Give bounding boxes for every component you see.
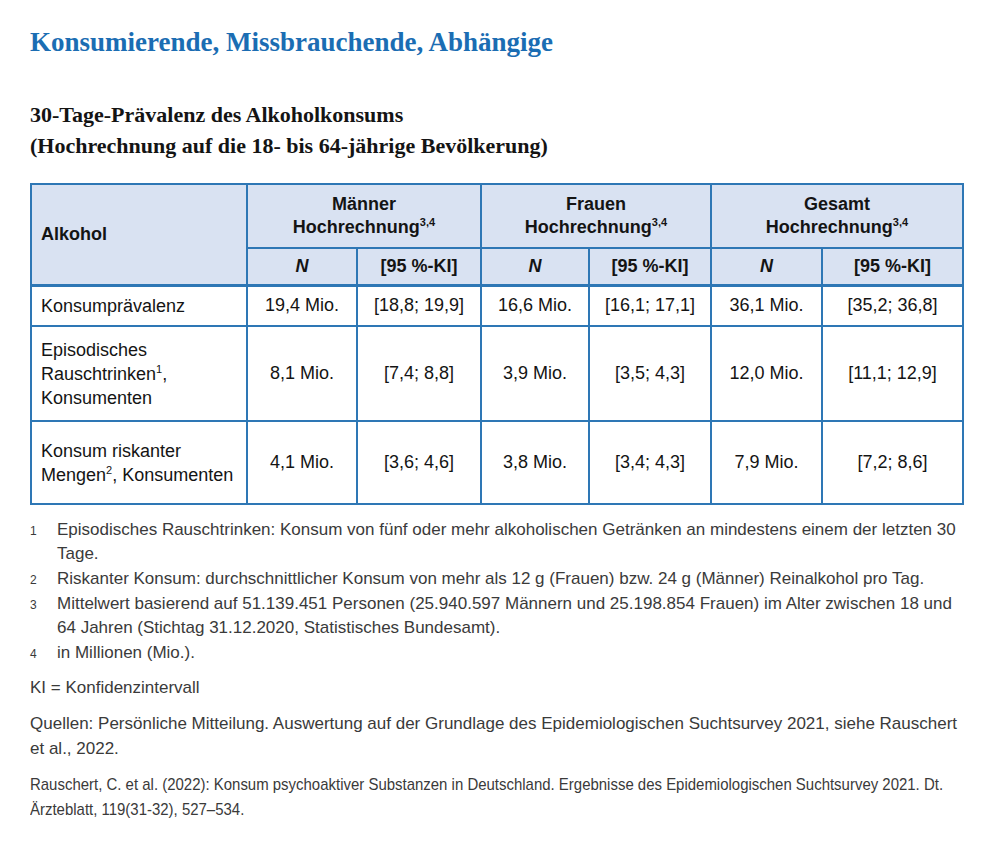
subheader-gesamt-ki: [95 %-KI] bbox=[822, 248, 963, 285]
cell-maenner-ki: [3,6; 4,6] bbox=[357, 421, 481, 504]
group-measure: Hochrechnung bbox=[766, 217, 893, 237]
footnotes: 1Episodisches Rauschtrinken: Konsum von … bbox=[30, 518, 962, 665]
group-footnote-ref: 3,4 bbox=[420, 216, 435, 228]
document-page: Konsumierende, Missbrauchende, Abhängige… bbox=[0, 0, 991, 845]
cell-maenner-n: 8,1 Mio. bbox=[247, 326, 357, 421]
cell-gesamt-ki: [11,1; 12,9] bbox=[822, 326, 963, 421]
group-name: Frauen bbox=[566, 194, 626, 214]
group-header-frauen: Frauen Hochrechnung3,4 bbox=[481, 184, 711, 248]
cell-frauen-n: 16,6 Mio. bbox=[481, 285, 589, 326]
cell-gesamt-n: 7,9 Mio. bbox=[711, 421, 822, 504]
subheader-maenner-n: N bbox=[247, 248, 357, 285]
table-row-riskanter-konsum: Konsum riskanter Mengen2, Konsumenten 4,… bbox=[31, 421, 963, 504]
group-name: Männer bbox=[332, 194, 396, 214]
row-label: Konsumprävalenz bbox=[31, 285, 247, 326]
group-footnote-ref: 3,4 bbox=[652, 216, 667, 228]
footnote-text: Riskanter Konsum: durchschnittlicher Kon… bbox=[57, 569, 924, 588]
footnote-marker: 3 bbox=[30, 593, 57, 617]
footnote-marker: 2 bbox=[30, 568, 57, 592]
row-label-rest: , Konsumenten bbox=[112, 465, 233, 485]
footnote-text: in Millionen (Mio.). bbox=[57, 643, 195, 662]
group-name: Gesamt bbox=[804, 194, 870, 214]
row-label: Konsum riskanter Mengen2, Konsumenten bbox=[31, 421, 247, 504]
cell-frauen-ki: [16,1; 17,1] bbox=[589, 285, 711, 326]
cell-maenner-ki: [18,8; 19,9] bbox=[357, 285, 481, 326]
prevalence-table: Alkohol MännerHochrechnung3,4 FrauenHoch… bbox=[30, 183, 964, 505]
group-measure: Hochrechnung bbox=[525, 217, 652, 237]
footnote-text: Episodisches Rauschtrinken: Konsum von f… bbox=[57, 520, 956, 563]
footnote-3: 3Mittelwert basierend auf 51.139.451 Per… bbox=[30, 592, 962, 640]
cell-frauen-ki: [3,4; 4,3] bbox=[589, 421, 711, 504]
cell-maenner-n: 19,4 Mio. bbox=[247, 285, 357, 326]
cell-maenner-n: 4,1 Mio. bbox=[247, 421, 357, 504]
source-quellen: Quellen: Persönliche Mitteilung. Auswert… bbox=[30, 711, 962, 761]
table-caption-line1: 30-Tage-Prävalenz des Alkoholkonsums bbox=[30, 99, 962, 130]
footnote-text: Mittelwert basierend auf 51.139.451 Pers… bbox=[57, 594, 952, 637]
footnote-4: 4in Millionen (Mio.). bbox=[30, 641, 962, 665]
subheader-frauen-n: N bbox=[481, 248, 589, 285]
footnote-2: 2Riskanter Konsum: durchschnittlicher Ko… bbox=[30, 567, 962, 591]
subheader-maenner-ki: [95 %-KI] bbox=[357, 248, 481, 285]
cell-frauen-n: 3,8 Mio. bbox=[481, 421, 589, 504]
table-caption: 30-Tage-Prävalenz des Alkoholkonsums (Ho… bbox=[30, 99, 962, 161]
group-header-maenner: Männer Hochrechnung3,4 bbox=[247, 184, 481, 248]
source-reference: Rauschert, C. et al. (2022): Konsum psyc… bbox=[30, 772, 962, 822]
footnote-marker: 4 bbox=[30, 642, 57, 666]
abbreviation-note: KI = Konfidenzintervall bbox=[30, 676, 962, 700]
cell-gesamt-ki: [7,2; 8,6] bbox=[822, 421, 963, 504]
cell-gesamt-ki: [35,2; 36,8] bbox=[822, 285, 963, 326]
row-label: Episodisches Rauschtrinken1, Konsumenten bbox=[31, 326, 247, 421]
table-row-rauschtrinken: Episodisches Rauschtrinken1, Konsumenten… bbox=[31, 326, 963, 421]
table-caption-line2: (Hochrechnung auf die 18- bis 64-jährige… bbox=[30, 130, 962, 161]
group-measure: Hochrechnung bbox=[293, 217, 420, 237]
group-header-gesamt: Gesamt Hochrechnung3,4 bbox=[711, 184, 963, 248]
cell-frauen-n: 3,9 Mio. bbox=[481, 326, 589, 421]
row-label-text: Konsumprävalenz bbox=[41, 296, 185, 316]
subheader-gesamt-n: N bbox=[711, 248, 822, 285]
row-label-text: Episodisches Rauschtrinken bbox=[41, 340, 156, 384]
page-title: Konsumierende, Missbrauchende, Abhängige bbox=[30, 26, 962, 58]
subheader-frauen-ki: [95 %-KI] bbox=[589, 248, 711, 285]
cell-gesamt-n: 36,1 Mio. bbox=[711, 285, 822, 326]
group-footnote-ref: 3,4 bbox=[893, 216, 908, 228]
footnote-1: 1Episodisches Rauschtrinken: Konsum von … bbox=[30, 518, 962, 566]
table-row-konsumpraevalenz: Konsumprävalenz 19,4 Mio. [18,8; 19,9] 1… bbox=[31, 285, 963, 326]
cell-maenner-ki: [7,4; 8,8] bbox=[357, 326, 481, 421]
cell-gesamt-n: 12,0 Mio. bbox=[711, 326, 822, 421]
header-group-row: Alkohol MännerHochrechnung3,4 FrauenHoch… bbox=[31, 184, 963, 248]
cell-frauen-ki: [3,5; 4,3] bbox=[589, 326, 711, 421]
column-header-alkohol: Alkohol bbox=[31, 184, 247, 285]
footnote-marker: 1 bbox=[30, 519, 57, 543]
